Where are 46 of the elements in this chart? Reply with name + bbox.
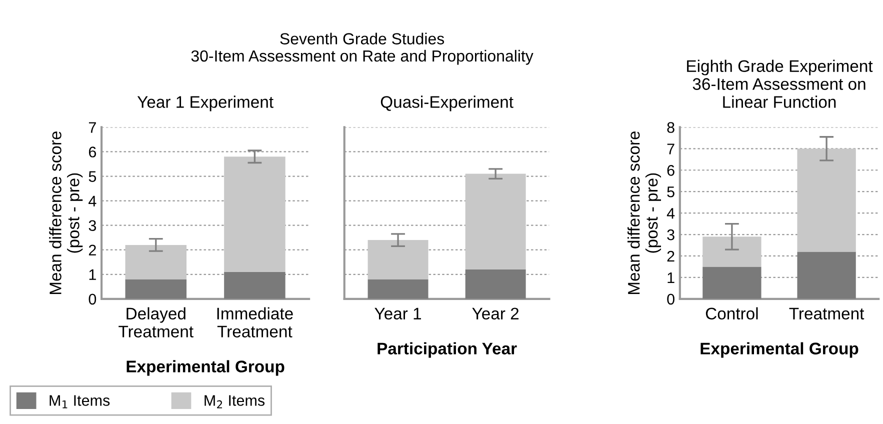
x-tick-label: Delayed Treatment	[118, 307, 194, 338]
y-tick-label: 7	[667, 144, 674, 154]
y-tick-label: 0	[88, 294, 96, 305]
text: Seventh Grade Studies 30-Item Assessment on Rate and Proportionality	[191, 32, 534, 65]
chart-title: Year 1 Experiment	[137, 96, 274, 112]
bar	[368, 279, 428, 299]
y-axis-title: Mean difference score (post - pre)	[49, 131, 83, 294]
y-tick-label: 4	[666, 208, 675, 219]
x-tick-label: Control	[706, 307, 758, 320]
y-tick-label: 1	[89, 269, 96, 280]
y-tick-label: 8	[667, 122, 674, 133]
legend-label: M$_{1}$ Items	[50, 395, 110, 408]
y-tick-label: 6	[667, 165, 674, 176]
x-tick-label: Year 2	[472, 308, 519, 320]
x-axis-title: Experimental Group	[700, 342, 858, 358]
chart-title: Quasi-Experiment	[380, 96, 514, 112]
y-tick-label: 4	[88, 196, 96, 206]
bar	[224, 156, 286, 272]
bar	[797, 148, 856, 252]
chart-title: Eighth Grade Experiment 36-Item Assessment on Linear Function	[687, 60, 873, 108]
y-tick-label: 2	[88, 244, 96, 256]
bar	[797, 252, 856, 299]
bar	[125, 244, 187, 280]
bar	[224, 272, 286, 299]
y-tick-label: 3	[667, 229, 674, 240]
y-axis-title: Mean difference score (post - pre)	[628, 131, 661, 294]
y-tick-label: 5	[667, 186, 674, 198]
x-axis-title: Participation Year	[378, 342, 517, 358]
y-tick-label: 2	[667, 250, 674, 262]
y-tick-label: 5	[88, 171, 96, 182]
bar	[465, 174, 526, 270]
y-tick-label: 3	[88, 220, 96, 232]
y-tick-label: 6	[88, 146, 96, 158]
bar	[465, 269, 526, 299]
x-tick-label: Immediate Treatment	[217, 307, 293, 338]
bar	[702, 266, 762, 299]
y-tick-label: 0	[667, 294, 674, 305]
x-axis-title: Experimental Group	[126, 360, 284, 376]
bar	[368, 240, 428, 280]
bar	[125, 279, 187, 299]
y-tick-label: 7	[88, 122, 96, 133]
bar	[702, 236, 762, 267]
x-tick-label: Year 1	[374, 308, 422, 320]
x-tick-label: Treatment	[789, 308, 864, 320]
y-tick-label: 1	[668, 272, 674, 283]
legend-label: M$_{2}$ Items	[204, 395, 265, 408]
